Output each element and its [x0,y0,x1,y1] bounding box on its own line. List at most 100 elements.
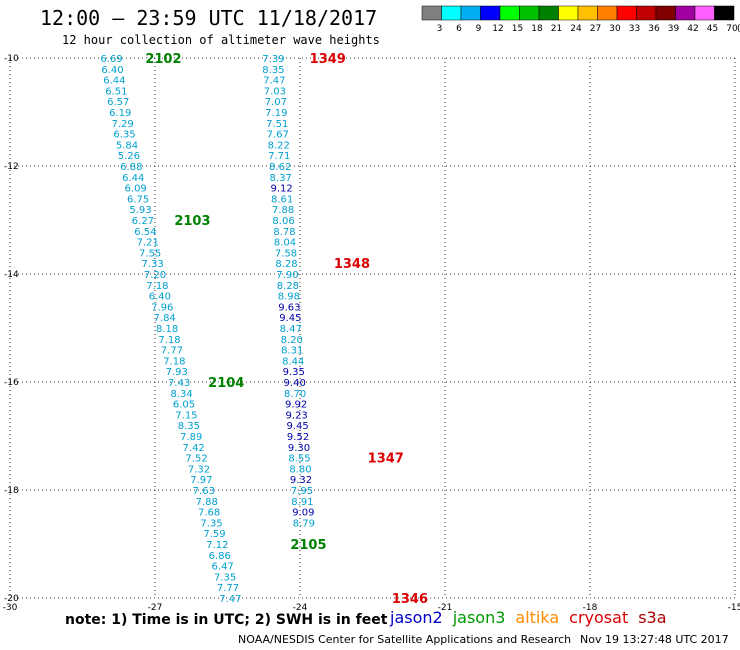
colorbar-unit: (ft) [737,24,740,34]
swh-value-label: 7.47 [219,594,241,605]
swh-value-label: 7.77 [161,346,183,357]
swh-value-label: 8.34 [170,389,192,400]
colorbar-label: 45 [707,24,718,34]
colorbar-label: 33 [629,24,640,34]
colorbar-swatch [675,5,696,21]
colorbar-swatch [694,5,715,21]
y-tick-label: -18 [4,486,19,496]
swh-value-label: 7.03 [264,86,286,97]
swh-value-label: 6.51 [105,86,127,97]
colorbar-label: 12 [492,24,503,34]
swh-value-label: 8.78 [273,227,295,238]
swh-value-label: 8.80 [289,464,311,475]
swh-value-label: 8.35 [178,421,200,432]
pass-number-label: 1346 [392,592,428,607]
colorbar-swatch [558,5,579,21]
swh-value-label: 9.32 [290,475,312,486]
x-tick-label: -15 [728,603,740,613]
swh-value-label: 5.26 [118,151,140,162]
swh-value-label: 8.28 [277,281,299,292]
swh-value-label: 8.70 [284,389,306,400]
legend-entry: jason3 [452,608,506,627]
swh-value-label: 7.15 [175,410,197,421]
swh-value-label: 8.79 [293,518,315,529]
swh-value-label: 6.05 [173,400,195,411]
pass-number-label: 1347 [368,452,404,467]
swh-value-label: 8.04 [274,238,296,249]
swh-value-label: 8.31 [281,346,303,357]
swh-value-label: 9.23 [285,410,307,421]
swh-value-label: 7.07 [265,97,287,108]
swh-value-label: 7.67 [267,130,289,141]
swh-value-label: 7.93 [166,367,188,378]
swh-value-label: 9.92 [285,400,307,411]
satellite-legend: jason2 jason3 altika cryosat s3a [390,608,677,630]
swh-value-label: 7.59 [203,529,225,540]
swh-value-label: 8.44 [282,356,304,367]
colorbar-label: 70 [726,24,738,34]
swh-value-label: 6.40 [101,65,123,76]
swh-value-label: 7.89 [180,432,202,443]
swh-value-label: 9.45 [286,421,308,432]
swh-value-label: 7.33 [141,259,163,270]
swh-value-label: 9.09 [292,508,314,519]
x-tick-label: -30 [3,603,18,613]
swh-value-label: 9.30 [288,443,310,454]
swh-value-label: 6.35 [113,130,135,141]
colorbar-label: 3 [437,24,443,34]
pass-number-label: 2104 [208,376,244,391]
note-text: note: 1) Time is in UTC; 2) SWH is in fe… [65,612,388,628]
swh-value-label: 6.86 [209,551,231,562]
pass-number-label: 2103 [174,214,210,229]
swh-value-label: 8.22 [268,140,290,151]
colorbar-label: 18 [531,24,543,34]
swh-value-label: 8.55 [288,454,310,465]
swh-value-label: 7.77 [217,583,239,594]
credit-text: NOAA/NESDIS Center for Satellite Applica… [238,633,572,646]
swh-value-label: 8.62 [269,162,291,173]
x-tick-label: -24 [293,603,308,613]
swh-value-label: 7.42 [183,443,205,454]
swh-value-label: 9.63 [278,302,300,313]
swh-value-label: 9.52 [287,432,309,443]
swh-value-label: 6.44 [122,173,144,184]
pass-number-label: 1348 [334,257,370,272]
legend-entry: jason2 [390,608,443,627]
swh-value-label: 7.12 [206,540,228,551]
swh-value-label: 7.55 [139,248,161,259]
swh-value-label: 7.95 [291,486,313,497]
x-tick-label: -27 [148,603,163,613]
swh-value-label: 7.18 [146,281,168,292]
chart-subtitle: 12 hour collection of altimeter wave hei… [62,33,380,47]
swh-value-label: 7.84 [154,313,176,324]
swh-value-label: 7.19 [265,108,287,119]
pass-number-label: 2102 [145,52,181,67]
colorbar-swatch [499,5,520,21]
swh-value-label: 5.93 [129,205,151,216]
pass-number-label: 1349 [310,52,346,67]
colorbar-swatch [636,5,657,21]
legend-entry: s3a [638,608,667,627]
colorbar-swatch [597,5,618,21]
chart-title: 12:00 – 23:59 UTC 11/18/2017 [40,6,378,30]
colorbar-label: 6 [456,24,462,34]
swh-value-label: 7.97 [190,475,212,486]
swh-value-label: 7.96 [151,302,173,313]
y-tick-label: -14 [4,270,19,280]
swh-value-label: 6.88 [120,162,142,173]
colorbar-swatch [616,5,637,21]
colorbar-swatch [538,5,559,21]
swh-value-label: 6.19 [109,108,131,119]
swh-value-label: 8.47 [280,324,302,335]
swh-value-label: 7.39 [262,54,284,65]
swh-value-label: 6.27 [132,216,154,227]
y-tick-label: -12 [4,162,19,172]
swh-value-label: 7.20 [144,270,166,281]
swh-value-label: 6.44 [103,76,125,87]
swh-value-label: 9.35 [283,367,305,378]
swh-value-label: 8.20 [281,335,303,346]
x-tick-label: -18 [583,603,598,613]
colorbar-label: 27 [590,24,601,34]
swh-value-label: 8.61 [271,194,293,205]
y-tick-label: -20 [4,594,19,604]
